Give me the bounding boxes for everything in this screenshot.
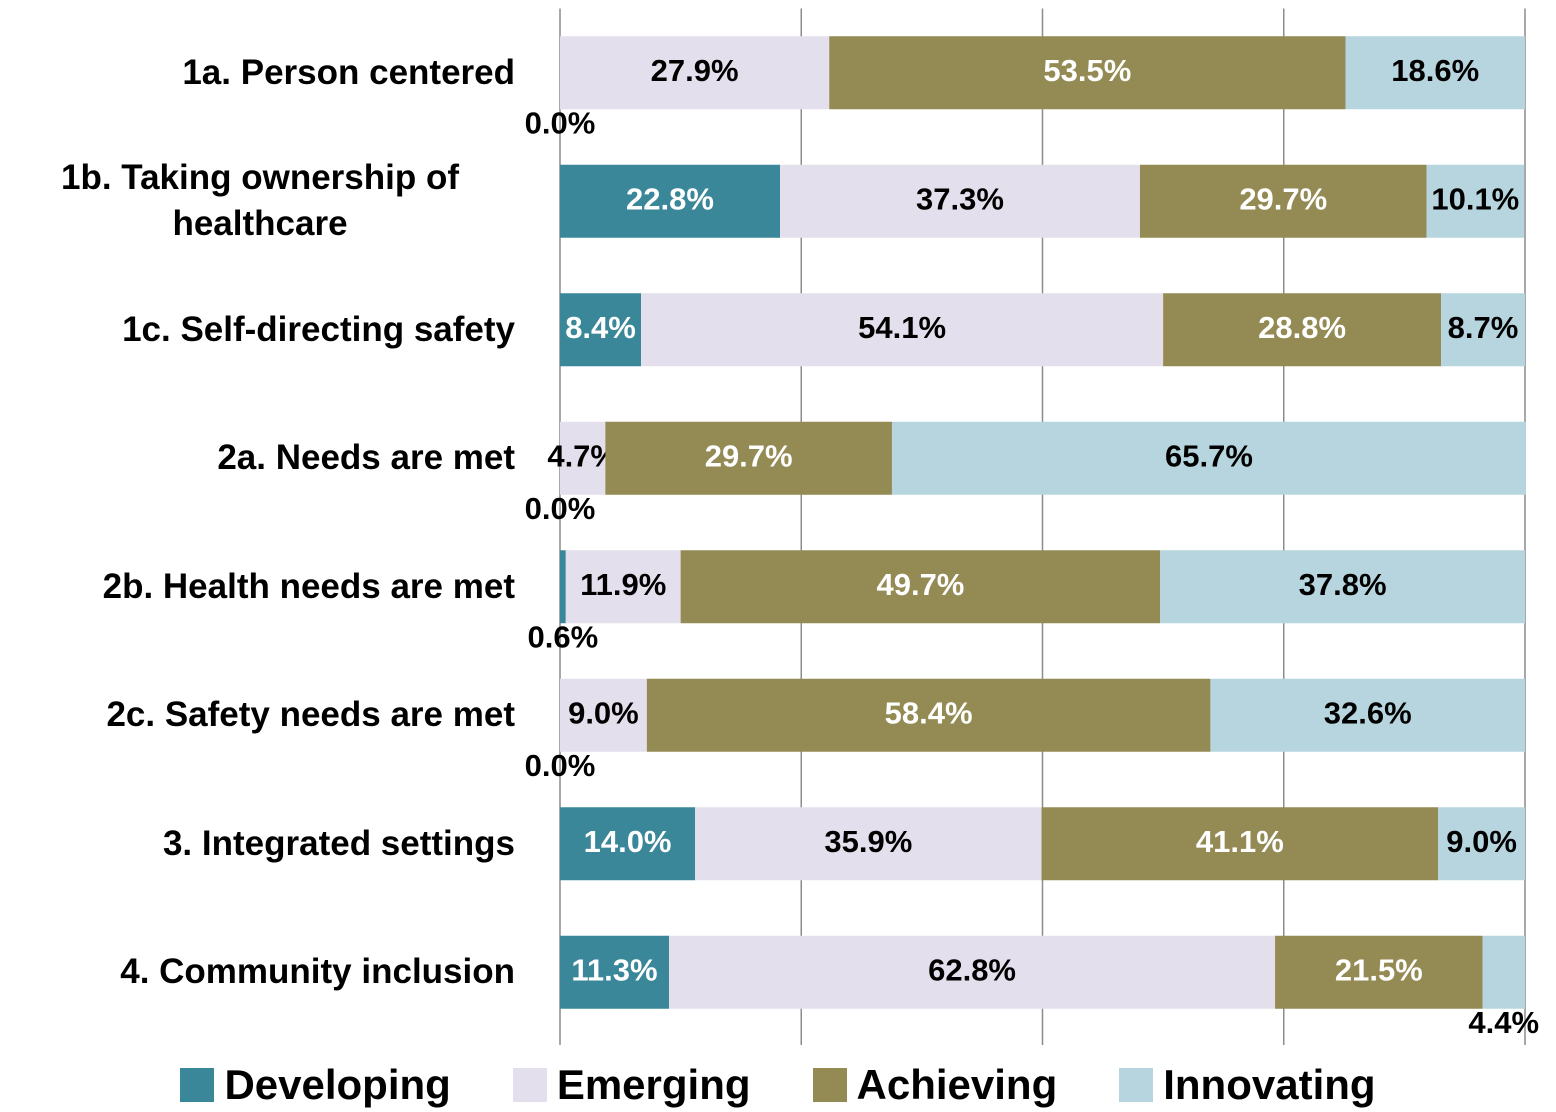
data-label: 22.8%: [626, 181, 714, 216]
bar-segment: [1438, 807, 1525, 881]
bar-segment: [1041, 807, 1439, 881]
bar-segment: [560, 293, 642, 367]
category-text: 1c. Self-directing safety: [122, 309, 515, 349]
category-text: 1a. Person centered: [182, 52, 515, 92]
legend: Developing Emerging Achieving Innovating: [0, 1058, 1556, 1112]
bar-segment: [669, 935, 1276, 1009]
bar-segment: [829, 36, 1346, 110]
data-label: 0.0%: [525, 491, 596, 526]
legend-swatch: [512, 1068, 547, 1102]
data-label: 10.1%: [1431, 181, 1519, 216]
legend-item: Achieving: [812, 1061, 1058, 1109]
legend-item: Innovating: [1119, 1061, 1376, 1109]
category-text: 2a. Needs are met: [217, 438, 515, 478]
bar-segment: [1441, 293, 1525, 367]
bar-segment: [1160, 550, 1525, 624]
bar-segment: [1275, 935, 1483, 1009]
category-label: 1a. Person centered: [5, 18, 515, 128]
bar-segment: [1139, 164, 1427, 238]
legend-label: Emerging: [556, 1061, 751, 1108]
data-label: 4.4%: [1468, 1005, 1539, 1040]
category-label: 3. Integrated settings: [5, 789, 515, 899]
bar-segment: [560, 935, 670, 1009]
bar-segment: [1210, 678, 1525, 752]
category-label: 2c. Safety needs are met: [5, 660, 515, 770]
bar-segment: [560, 36, 830, 110]
data-label: 65.7%: [1165, 438, 1253, 473]
data-label: 0.0%: [525, 105, 596, 140]
data-label: 8.4%: [565, 310, 636, 345]
bar-segment: [646, 678, 1211, 752]
bar-segment: [560, 164, 781, 238]
category-label: 2b. Health needs are met: [5, 532, 515, 642]
data-label: 53.5%: [1043, 53, 1131, 88]
legend-swatch: [1119, 1068, 1154, 1102]
category-text: 2c. Safety needs are met: [106, 695, 515, 735]
bar-segment: [560, 678, 647, 752]
bar-segment: [891, 421, 1526, 495]
bar-segment: [680, 550, 1161, 624]
legend-item: Emerging: [512, 1061, 751, 1109]
data-label: 9.0%: [568, 695, 639, 730]
bar-segment: [695, 807, 1042, 881]
data-label: 8.7%: [1448, 310, 1519, 345]
bar-segment: [1345, 36, 1525, 110]
bar-segment: [560, 550, 566, 624]
category-label: 2a. Needs are met: [5, 403, 515, 513]
bar-segment: [1426, 164, 1525, 238]
category-text: 1b. Taking ownership of healthcare: [61, 158, 459, 244]
bar-segment: [560, 807, 696, 881]
legend-swatch: [812, 1068, 847, 1102]
bar-segment: [1482, 935, 1525, 1009]
category-text: 4. Community inclusion: [120, 952, 515, 992]
legend-label: Achieving: [856, 1061, 1058, 1108]
data-label: 49.7%: [876, 567, 964, 602]
bar-segment: [605, 421, 892, 495]
category-label: 4. Community inclusion: [5, 917, 515, 1027]
category-text: 2b. Health needs are met: [102, 566, 515, 606]
legend-label: Innovating: [1163, 1061, 1376, 1108]
data-label: 21.5%: [1335, 952, 1423, 987]
data-label: 35.9%: [824, 824, 912, 859]
data-label: 11.9%: [580, 567, 666, 602]
bar-segment: [565, 550, 681, 624]
bar-segment: [560, 421, 606, 495]
category-label: 1b. Taking ownership of healthcare: [5, 146, 515, 256]
category-label: 1c. Self-directing safety: [5, 275, 515, 385]
data-label: 41.1%: [1196, 824, 1284, 859]
bar-segment: [641, 293, 1164, 367]
data-label: 62.8%: [928, 952, 1016, 987]
data-label: 0.6%: [528, 619, 599, 654]
data-label: 9.0%: [1446, 824, 1517, 859]
data-label: 14.0%: [584, 824, 672, 859]
data-label: 11.3%: [571, 952, 657, 987]
data-label: 32.6%: [1324, 695, 1412, 730]
legend-label: Developing: [224, 1061, 451, 1108]
bar-segment: [1163, 293, 1442, 367]
data-label: 54.1%: [858, 310, 946, 345]
legend-swatch: [180, 1068, 215, 1102]
data-label: 28.8%: [1258, 310, 1346, 345]
data-label: 29.7%: [1239, 181, 1327, 216]
data-label: 0.0%: [525, 748, 596, 783]
data-label: 37.8%: [1299, 567, 1387, 602]
data-label: 37.3%: [916, 181, 1004, 216]
data-label: 18.6%: [1391, 53, 1479, 88]
data-label: 29.7%: [705, 438, 793, 473]
category-text: 3. Integrated settings: [162, 823, 515, 863]
bar-segment: [780, 164, 1140, 238]
data-label: 27.9%: [651, 53, 739, 88]
data-label: 58.4%: [885, 695, 973, 730]
legend-item: Developing: [180, 1061, 451, 1109]
